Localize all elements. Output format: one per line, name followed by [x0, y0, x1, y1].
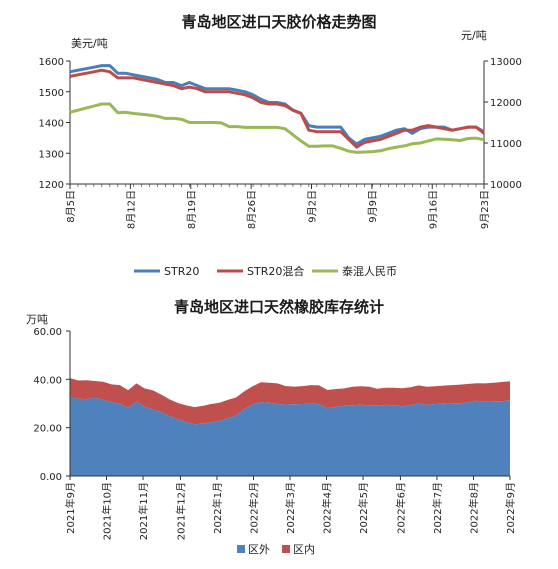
legend-label: STR20混合	[247, 264, 304, 278]
price-x-tick-label: 9月2日	[307, 190, 319, 223]
inventory-legend: 区外 区内	[237, 542, 315, 556]
inventory-areas	[70, 378, 510, 476]
inventory-unit: 万吨	[26, 313, 48, 326]
price-x-tick-label: 9月9日	[367, 190, 379, 223]
price-left-tick-label: 1500	[39, 88, 64, 99]
price-chart: 青岛地区进口天胶价格走势图 美元/吨 元/吨 12001300140015001…	[39, 13, 522, 278]
price-left-tick-label: 1300	[39, 149, 64, 160]
price-left-tick-label: 1200	[39, 180, 64, 191]
inventory-x-tick-label: 2022年5月	[357, 482, 370, 534]
price-x-tick-label: 8月26日	[246, 190, 258, 229]
inventory-x-tick-label: 2022年3月	[284, 482, 297, 534]
inventory-chart: 青岛地区进口天然橡胶库存统计 万吨 0.00 20.00 40.00 60.00 202…	[26, 298, 517, 556]
price-left-tick-label: 1600	[39, 57, 64, 68]
inventory-x-tick-label: 2021年11月	[137, 482, 150, 540]
legend-area-swatch	[282, 545, 290, 553]
inventory-x-tick-label: 2022年2月	[247, 482, 260, 534]
area-series-2	[70, 378, 510, 425]
inventory-x-tick-label: 2022年6月	[394, 482, 407, 534]
price-plot-lines	[69, 64, 485, 154]
inventory-y-tick-label: 60.00	[33, 327, 62, 338]
price-right-tick-label: 10000	[490, 180, 522, 191]
inventory-y-tick-label: 0.00	[40, 472, 62, 483]
inventory-x-tick-label: 2022年1月	[211, 482, 224, 534]
legend-label: STR20	[164, 265, 199, 278]
price-x-tick-label: 9月16日	[427, 190, 439, 229]
price-chart-title: 青岛地区进口天胶价格走势图	[181, 13, 376, 31]
area-series-1	[70, 397, 510, 476]
inventory-x-tick-label: 2022年8月	[467, 482, 480, 534]
series-line-2	[69, 68, 485, 149]
inventory-x-tick-label: 2022年7月	[431, 482, 444, 534]
legend-label: 泰混人民币	[342, 264, 397, 278]
price-right-tick-label: 13000	[490, 57, 522, 68]
price-x-tick-label: 9月23日	[479, 190, 491, 229]
price-left-unit: 美元/吨	[71, 37, 108, 50]
price-legend: STR20 STR20混合 泰混人民币	[134, 264, 397, 278]
inventory-x-tick-label: 2022年4月	[321, 482, 334, 534]
inventory-x-tick-label: 2021年12月	[174, 482, 187, 540]
price-right-unit: 元/吨	[461, 29, 487, 42]
price-left-tick-label: 1400	[39, 119, 64, 130]
inventory-y-tick-label: 40.00	[33, 375, 62, 386]
inventory-x-tick-label: 2021年10月	[101, 482, 114, 540]
legend-area-swatch	[237, 545, 245, 553]
inventory-axes: 0.00 20.00 40.00 60.00 2021年9月 2021年10月 2021年1…	[33, 327, 517, 540]
price-right-tick-label: 12000	[490, 98, 522, 109]
inventory-chart-title: 青岛地区进口天然橡胶库存统计	[174, 298, 384, 316]
inventory-y-tick-label: 20.00	[33, 424, 62, 435]
price-x-tick-label: 8月12日	[125, 190, 137, 229]
price-x-tick-label: 8月19日	[186, 190, 198, 229]
series-line-3	[69, 102, 485, 154]
inventory-x-tick-label: 2021年9月	[64, 482, 77, 534]
inventory-x-tick-label: 2022年9月	[504, 482, 517, 534]
price-axes: 1200 1300 1400 1500 1600 10000 11000 12000 13000…	[39, 57, 522, 229]
price-x-tick-label: 8月5日	[65, 190, 77, 223]
legend-label: 区内	[293, 542, 315, 556]
legend-label: 区外	[248, 543, 270, 556]
price-right-tick-label: 11000	[490, 139, 522, 150]
